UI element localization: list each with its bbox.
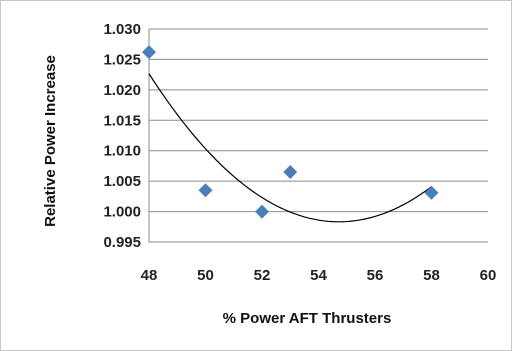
y-tick-label: 1.020 [103,82,141,99]
data-point [255,204,269,219]
y-tick-label: 1.030 [103,21,141,38]
data-point [142,45,156,60]
x-tick-label: 54 [310,267,327,284]
x-axis-title: % Power AFT Thrusters [223,310,392,327]
gridlines [149,28,488,243]
x-axis-ticks: 48 50 52 54 56 58 60 [141,267,497,284]
x-tick-label: 48 [141,267,158,284]
x-tick-label: 60 [480,267,497,284]
y-tick-label: 0.995 [103,234,141,251]
data-points [142,45,439,219]
x-tick-label: 52 [254,267,271,284]
trendline-layer [148,73,432,223]
x-tick-label: 56 [367,267,384,284]
data-point [424,185,439,200]
y-tick-label: 1.015 [103,112,141,129]
data-point [198,183,213,198]
y-tick-label: 1.005 [103,173,141,190]
y-tick-label: 1.010 [103,143,141,160]
y-tick-label: 1.025 [103,51,141,68]
x-tick-label: 58 [423,267,440,284]
y-axis-ticks: 0.995 1.000 1.005 1.010 1.015 1.020 1.025 1.030 [103,21,141,251]
data-point [283,165,298,180]
y-axis-title: Relative Power Increase [42,55,59,227]
y-tick-label: 1.000 [103,204,141,221]
trendline [148,73,432,223]
x-tick-label: 50 [197,267,214,284]
